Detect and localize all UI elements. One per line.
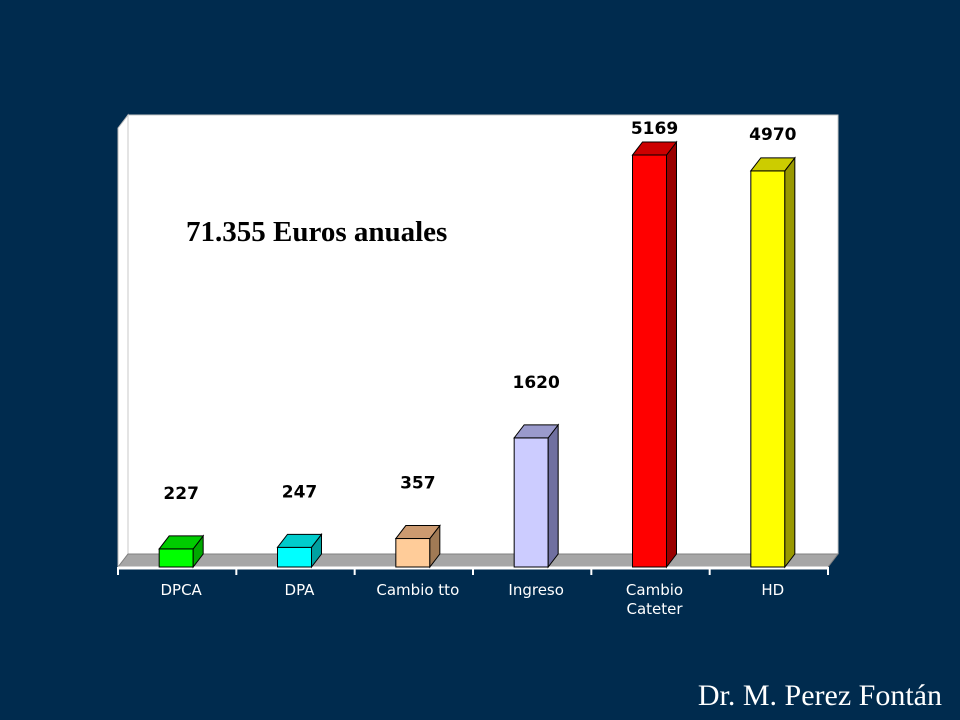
bar-side-3: [547, 423, 559, 569]
bar-top-0: [158, 535, 205, 550]
plot-left-wall: [117, 113, 129, 569]
x-tick-label-4-line1: Cateter: [626, 600, 683, 618]
bar-top-2: [394, 525, 441, 540]
bar-0: [158, 548, 194, 568]
bar-side-5: [784, 156, 796, 569]
bar-4: [632, 154, 667, 568]
bar-2: [395, 538, 431, 568]
data-label-1: 247: [282, 482, 318, 502]
x-tick-label-1: DPA: [285, 581, 316, 599]
x-tick-label-3: Ingreso: [508, 581, 564, 599]
data-label-5: 4970: [749, 125, 796, 145]
data-label-2: 357: [400, 474, 436, 494]
plot-floor: [116, 553, 840, 568]
bar-top-5: [749, 157, 796, 172]
total-annotation: 71.355 Euros anuales: [176, 208, 488, 256]
data-label-0: 227: [163, 484, 199, 504]
x-tick-label-2: Cambio tto: [376, 581, 459, 599]
x-tick-label-5: HD: [761, 581, 784, 599]
plot-background: [118, 115, 838, 567]
bar-5: [750, 170, 786, 568]
x-tick-label-4: Cambio: [626, 581, 683, 599]
bar-top-3: [513, 424, 560, 439]
author-credit: Dr. M. Perez Fontán: [697, 679, 942, 712]
x-tick-label-0: DPCA: [160, 581, 202, 599]
data-label-4: 5169: [631, 119, 678, 139]
bar-top-1: [276, 533, 323, 548]
bar-1: [277, 546, 312, 568]
bar-3: [513, 437, 549, 568]
data-label-3: 1620: [513, 373, 560, 393]
bar-side-4: [666, 140, 677, 569]
bar-top-4: [631, 141, 678, 156]
